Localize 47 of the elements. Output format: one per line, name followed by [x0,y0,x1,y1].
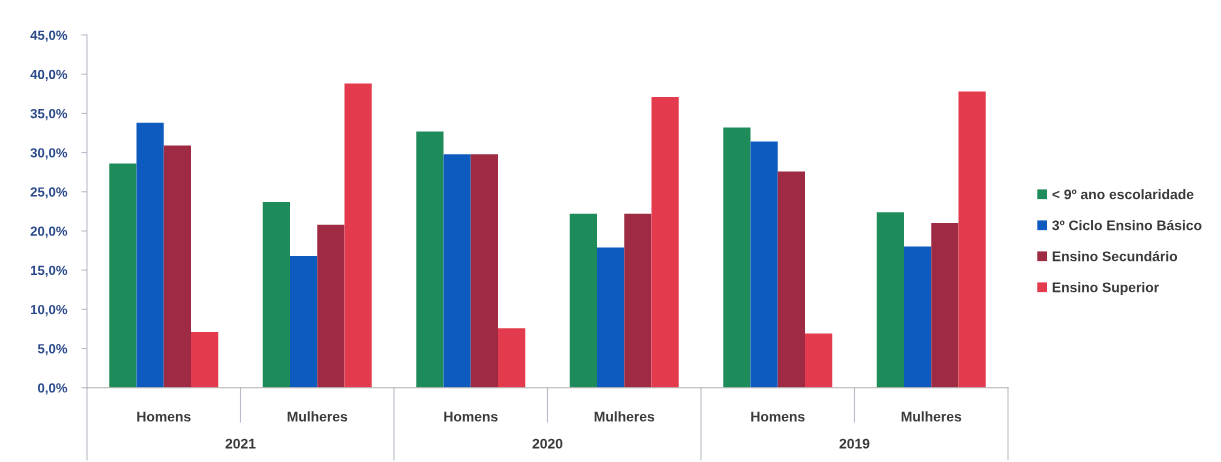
y-tick-label: 40,0% [30,69,68,82]
y-tick-label: 25,0% [30,187,68,199]
bar [191,332,219,388]
bar [777,171,805,388]
text: 2021 [225,438,256,449]
bar [931,223,959,388]
bar [317,224,345,388]
text: 2020 [532,438,563,449]
y-tick-label: 10,0% [30,304,68,317]
x-tick-label: Mulheres [901,411,962,422]
bar [569,213,597,388]
legend-label: < 9º ano escolaridade [1052,189,1194,200]
x-tick-label: Mulheres [287,411,348,422]
text: 2019 [839,438,870,449]
bar [624,213,652,388]
bar [597,247,625,388]
bar [876,212,904,388]
bar [904,246,932,388]
x-tick-label: Homens [137,411,191,422]
bar [470,154,498,388]
y-tick-label: 20,0% [30,226,68,238]
bar [498,328,526,388]
bar [290,256,318,388]
bar [805,333,833,388]
x-tick-label: Homens [444,411,498,422]
x-tick-label: Mulheres [594,411,655,422]
bar [262,201,290,388]
y-tick-label: 45,0% [30,30,68,42]
x-tick-label: Homens [751,411,805,422]
bar [723,127,751,388]
legend-label: Ensino Superior [1052,282,1159,296]
y-tick-label: 35,0% [30,108,68,121]
y-tick-label: 15,0% [30,265,68,277]
legend-label: Ensino Secundário [1052,250,1178,262]
bar [163,145,191,388]
legend-label: 3º Ciclo Ensino Básico [1052,219,1202,231]
bar [416,131,444,388]
bar [109,163,137,388]
bar [136,122,164,388]
y-tick-label: 30,0% [30,148,68,160]
bar [651,96,679,388]
bar [958,91,986,388]
y-tick-label: 5,0% [37,344,68,356]
bar [344,83,372,388]
bar [750,141,778,388]
y-tick-label: 0,0% [38,383,68,395]
bar [443,154,471,388]
